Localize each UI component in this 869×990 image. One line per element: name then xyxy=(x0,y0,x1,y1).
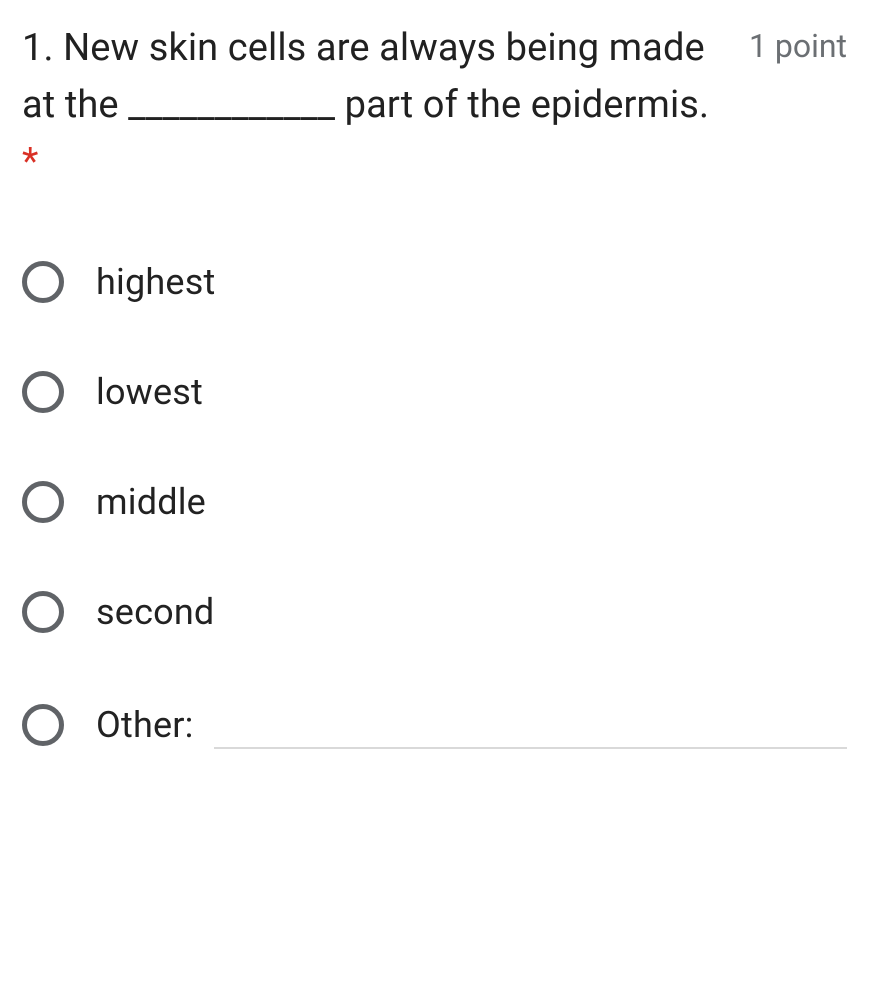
question-header: 1. New skin cells are always being made … xyxy=(22,20,847,191)
option-label: lowest xyxy=(96,371,203,413)
required-mark: * xyxy=(22,140,38,184)
option-row-other[interactable]: Other: xyxy=(22,701,847,749)
radio-icon[interactable] xyxy=(22,481,64,523)
option-label: second xyxy=(96,591,214,633)
option-row[interactable]: lowest xyxy=(22,371,847,413)
question-card: 1. New skin cells are always being made … xyxy=(0,0,869,779)
question-text: 1. New skin cells are always being made … xyxy=(22,20,743,191)
option-row[interactable]: middle xyxy=(22,481,847,523)
option-label-other: Other: xyxy=(96,704,194,746)
option-row[interactable]: highest xyxy=(22,261,847,303)
radio-icon[interactable] xyxy=(22,261,64,303)
radio-icon[interactable] xyxy=(22,371,64,413)
option-label: highest xyxy=(96,261,215,303)
option-row[interactable]: second xyxy=(22,591,847,633)
question-body: 1. New skin cells are always being made … xyxy=(22,26,709,127)
option-label: middle xyxy=(96,481,206,523)
points-label: 1 point xyxy=(743,20,847,65)
other-input-wrap xyxy=(214,701,847,749)
radio-icon[interactable] xyxy=(22,591,64,633)
options-group: highest lowest middle second Other: xyxy=(22,261,847,749)
radio-icon[interactable] xyxy=(22,704,64,746)
other-input[interactable] xyxy=(214,700,847,749)
